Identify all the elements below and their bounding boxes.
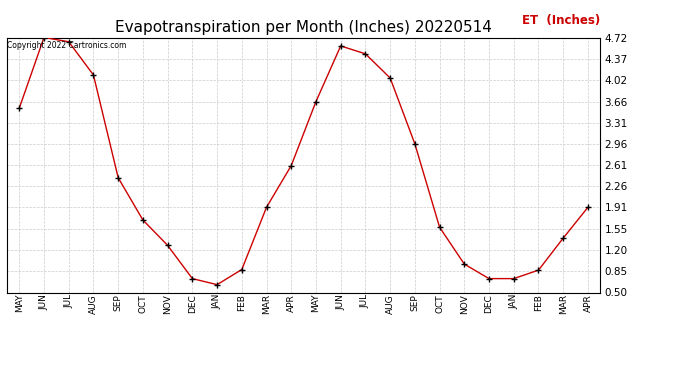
Text: Copyright 2022 Cartronics.com: Copyright 2022 Cartronics.com [8,41,127,50]
Title: Evapotranspiration per Month (Inches) 20220514: Evapotranspiration per Month (Inches) 20… [115,20,492,35]
Text: ET  (Inches): ET (Inches) [522,14,600,27]
